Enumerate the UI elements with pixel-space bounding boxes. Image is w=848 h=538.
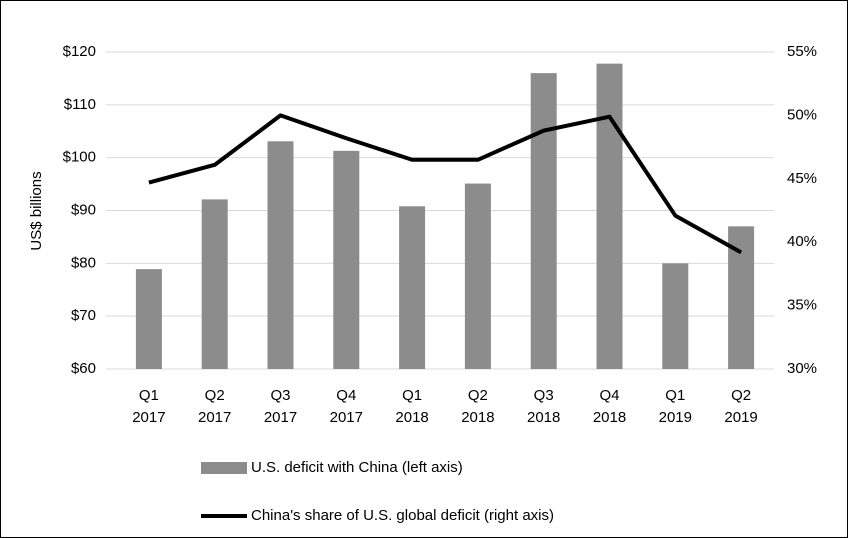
y2-tick-label: 50% xyxy=(787,106,817,123)
bar xyxy=(201,199,228,369)
x-tick-label: Q3 2018 xyxy=(527,387,561,426)
y2-tick-label: 35% xyxy=(787,297,817,314)
x-tick-label: Q2 2018 xyxy=(461,387,495,426)
y-tick-label: $60 xyxy=(71,360,96,377)
bar xyxy=(333,150,360,369)
y-tick-label: $70 xyxy=(71,307,96,324)
bar xyxy=(399,206,426,369)
x-tick-label: Q1 2017 xyxy=(132,387,166,426)
y2-tick-label: 55% xyxy=(787,43,817,60)
x-tick-label: Q4 2017 xyxy=(329,387,363,426)
y-tick-label: $120 xyxy=(63,43,96,60)
bar xyxy=(530,73,557,369)
legend-swatch xyxy=(201,462,247,474)
y2-tick-label: 30% xyxy=(787,360,817,377)
y-tick-label: $80 xyxy=(71,254,96,271)
x-tick-label: Q1 2019 xyxy=(658,387,692,426)
y2-tick-label: 40% xyxy=(787,233,817,250)
legend-label: China's share of U.S. global deficit (ri… xyxy=(251,507,554,524)
x-tick-label: Q3 2017 xyxy=(263,387,298,426)
y2-tick-label: 45% xyxy=(787,170,817,187)
bar xyxy=(135,269,162,369)
y-tick-label: $100 xyxy=(63,149,96,166)
line xyxy=(148,113,743,255)
x-tick-label: Q4 2018 xyxy=(592,387,627,426)
x-tick-label: Q2 2017 xyxy=(198,387,232,426)
bar xyxy=(267,141,294,369)
bar xyxy=(662,263,689,369)
bar xyxy=(464,183,491,369)
x-tick-label: Q2 2019 xyxy=(724,387,758,426)
y-tick-label: $110 xyxy=(64,96,96,113)
y-axis-label: US$ billions xyxy=(28,171,45,250)
x-tick-label: Q1 2018 xyxy=(395,387,429,426)
legend-label: U.S. deficit with China (left axis) xyxy=(251,459,463,476)
y-tick-label: $90 xyxy=(71,201,96,218)
bar xyxy=(596,63,623,370)
